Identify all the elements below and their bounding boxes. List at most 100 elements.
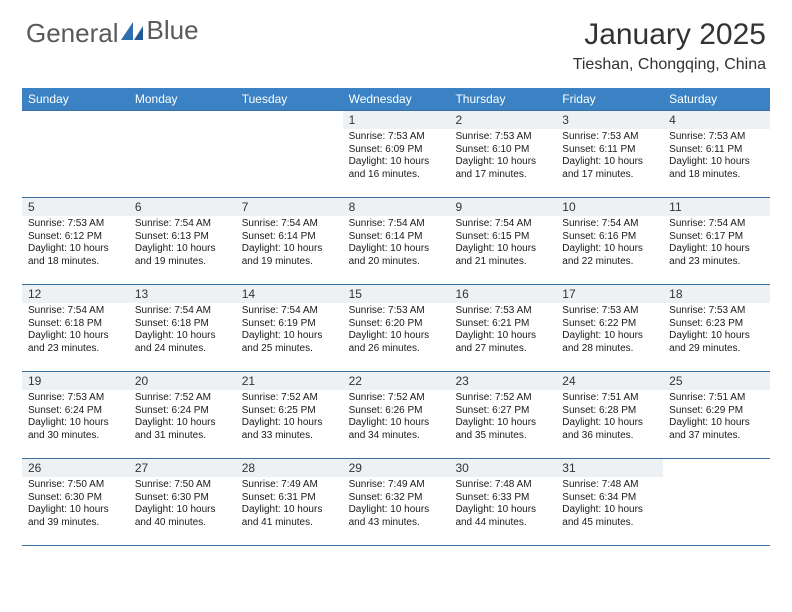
day-number: 22	[343, 372, 450, 390]
daylight-text: Daylight: 10 hours and 29 minutes.	[669, 330, 764, 355]
day-cell: 31Sunrise: 7:48 AMSunset: 6:34 PMDayligh…	[556, 459, 663, 545]
daylight-text: Daylight: 10 hours and 19 minutes.	[242, 243, 337, 268]
sunset-text: Sunset: 6:11 PM	[669, 144, 764, 157]
page-header: General Blue January 2025 Tieshan, Chong…	[0, 0, 792, 82]
day-details: Sunrise: 7:50 AMSunset: 6:30 PMDaylight:…	[129, 477, 236, 533]
day-cell: 7Sunrise: 7:54 AMSunset: 6:14 PMDaylight…	[236, 198, 343, 284]
sunset-text: Sunset: 6:22 PM	[562, 318, 657, 331]
day-number: 10	[556, 198, 663, 216]
sunset-text: Sunset: 6:26 PM	[349, 405, 444, 418]
day-number: 31	[556, 459, 663, 477]
day-details: Sunrise: 7:53 AMSunset: 6:10 PMDaylight:…	[449, 129, 556, 185]
daylight-text: Daylight: 10 hours and 22 minutes.	[562, 243, 657, 268]
daylight-text: Daylight: 10 hours and 41 minutes.	[242, 504, 337, 529]
sunrise-text: Sunrise: 7:54 AM	[669, 218, 764, 231]
day-number	[663, 459, 770, 477]
day-number: 28	[236, 459, 343, 477]
sunrise-text: Sunrise: 7:49 AM	[242, 479, 337, 492]
sunrise-text: Sunrise: 7:53 AM	[455, 305, 550, 318]
sunrise-text: Sunrise: 7:53 AM	[349, 131, 444, 144]
daylight-text: Daylight: 10 hours and 20 minutes.	[349, 243, 444, 268]
day-number: 4	[663, 111, 770, 129]
day-details: Sunrise: 7:50 AMSunset: 6:30 PMDaylight:…	[22, 477, 129, 533]
day-details: Sunrise: 7:53 AMSunset: 6:09 PMDaylight:…	[343, 129, 450, 185]
day-cell: 17Sunrise: 7:53 AMSunset: 6:22 PMDayligh…	[556, 285, 663, 371]
daylight-text: Daylight: 10 hours and 36 minutes.	[562, 417, 657, 442]
sunset-text: Sunset: 6:29 PM	[669, 405, 764, 418]
day-number: 9	[449, 198, 556, 216]
sunset-text: Sunset: 6:15 PM	[455, 231, 550, 244]
day-cell: 25Sunrise: 7:51 AMSunset: 6:29 PMDayligh…	[663, 372, 770, 458]
sunset-text: Sunset: 6:34 PM	[562, 492, 657, 505]
day-number	[22, 111, 129, 129]
sunset-text: Sunset: 6:13 PM	[135, 231, 230, 244]
sunset-text: Sunset: 6:25 PM	[242, 405, 337, 418]
day-cell: 10Sunrise: 7:54 AMSunset: 6:16 PMDayligh…	[556, 198, 663, 284]
sunrise-text: Sunrise: 7:53 AM	[562, 131, 657, 144]
sunrise-text: Sunrise: 7:48 AM	[562, 479, 657, 492]
daylight-text: Daylight: 10 hours and 43 minutes.	[349, 504, 444, 529]
sunrise-text: Sunrise: 7:48 AM	[455, 479, 550, 492]
sunrise-text: Sunrise: 7:54 AM	[455, 218, 550, 231]
week-row: 1Sunrise: 7:53 AMSunset: 6:09 PMDaylight…	[22, 110, 770, 197]
calendar-grid: Sunday Monday Tuesday Wednesday Thursday…	[22, 88, 770, 546]
day-cell: 12Sunrise: 7:54 AMSunset: 6:18 PMDayligh…	[22, 285, 129, 371]
day-header: Thursday	[449, 88, 556, 110]
day-header: Tuesday	[236, 88, 343, 110]
daylight-text: Daylight: 10 hours and 28 minutes.	[562, 330, 657, 355]
day-cell: 22Sunrise: 7:52 AMSunset: 6:26 PMDayligh…	[343, 372, 450, 458]
sunrise-text: Sunrise: 7:53 AM	[669, 305, 764, 318]
day-cell: 16Sunrise: 7:53 AMSunset: 6:21 PMDayligh…	[449, 285, 556, 371]
day-details: Sunrise: 7:54 AMSunset: 6:14 PMDaylight:…	[343, 216, 450, 272]
sunrise-text: Sunrise: 7:50 AM	[135, 479, 230, 492]
daylight-text: Daylight: 10 hours and 26 minutes.	[349, 330, 444, 355]
day-number	[236, 111, 343, 129]
sunrise-text: Sunrise: 7:54 AM	[28, 305, 123, 318]
day-details: Sunrise: 7:53 AMSunset: 6:21 PMDaylight:…	[449, 303, 556, 359]
sunset-text: Sunset: 6:23 PM	[669, 318, 764, 331]
location-label: Tieshan, Chongqing, China	[573, 56, 766, 74]
sunset-text: Sunset: 6:10 PM	[455, 144, 550, 157]
daylight-text: Daylight: 10 hours and 35 minutes.	[455, 417, 550, 442]
week-row: 5Sunrise: 7:53 AMSunset: 6:12 PMDaylight…	[22, 197, 770, 284]
daylight-text: Daylight: 10 hours and 16 minutes.	[349, 156, 444, 181]
day-number: 21	[236, 372, 343, 390]
day-details: Sunrise: 7:53 AMSunset: 6:11 PMDaylight:…	[556, 129, 663, 185]
week-row: 26Sunrise: 7:50 AMSunset: 6:30 PMDayligh…	[22, 458, 770, 546]
sunrise-text: Sunrise: 7:53 AM	[669, 131, 764, 144]
daylight-text: Daylight: 10 hours and 18 minutes.	[669, 156, 764, 181]
sunset-text: Sunset: 6:21 PM	[455, 318, 550, 331]
title-block: January 2025 Tieshan, Chongqing, China	[573, 18, 766, 74]
day-cell: 1Sunrise: 7:53 AMSunset: 6:09 PMDaylight…	[343, 111, 450, 197]
sunrise-text: Sunrise: 7:54 AM	[242, 305, 337, 318]
day-cell: 8Sunrise: 7:54 AMSunset: 6:14 PMDaylight…	[343, 198, 450, 284]
day-number: 18	[663, 285, 770, 303]
sunset-text: Sunset: 6:12 PM	[28, 231, 123, 244]
day-cell: 14Sunrise: 7:54 AMSunset: 6:19 PMDayligh…	[236, 285, 343, 371]
daylight-text: Daylight: 10 hours and 23 minutes.	[669, 243, 764, 268]
sunset-text: Sunset: 6:14 PM	[242, 231, 337, 244]
day-details: Sunrise: 7:52 AMSunset: 6:26 PMDaylight:…	[343, 390, 450, 446]
sunrise-text: Sunrise: 7:51 AM	[562, 392, 657, 405]
sunset-text: Sunset: 6:14 PM	[349, 231, 444, 244]
day-details: Sunrise: 7:51 AMSunset: 6:28 PMDaylight:…	[556, 390, 663, 446]
week-row: 19Sunrise: 7:53 AMSunset: 6:24 PMDayligh…	[22, 371, 770, 458]
sunrise-text: Sunrise: 7:53 AM	[28, 392, 123, 405]
day-cell: 6Sunrise: 7:54 AMSunset: 6:13 PMDaylight…	[129, 198, 236, 284]
day-header: Wednesday	[343, 88, 450, 110]
day-number: 29	[343, 459, 450, 477]
day-details: Sunrise: 7:52 AMSunset: 6:25 PMDaylight:…	[236, 390, 343, 446]
day-details: Sunrise: 7:53 AMSunset: 6:22 PMDaylight:…	[556, 303, 663, 359]
day-cell: 3Sunrise: 7:53 AMSunset: 6:11 PMDaylight…	[556, 111, 663, 197]
day-details: Sunrise: 7:52 AMSunset: 6:27 PMDaylight:…	[449, 390, 556, 446]
day-cell: 9 Sunrise: 7:54 AMSunset: 6:15 PMDaylight…	[449, 198, 556, 284]
day-cell: 4 Sunrise: 7:53 AMSunset: 6:11 PMDaylight…	[663, 111, 770, 197]
day-details: Sunrise: 7:52 AMSunset: 6:24 PMDaylight:…	[129, 390, 236, 446]
daylight-text: Daylight: 10 hours and 37 minutes.	[669, 417, 764, 442]
daylight-text: Daylight: 10 hours and 21 minutes.	[455, 243, 550, 268]
sunset-text: Sunset: 6:20 PM	[349, 318, 444, 331]
day-header: Monday	[129, 88, 236, 110]
daylight-text: Daylight: 10 hours and 40 minutes.	[135, 504, 230, 529]
sunset-text: Sunset: 6:16 PM	[562, 231, 657, 244]
sunset-text: Sunset: 6:19 PM	[242, 318, 337, 331]
